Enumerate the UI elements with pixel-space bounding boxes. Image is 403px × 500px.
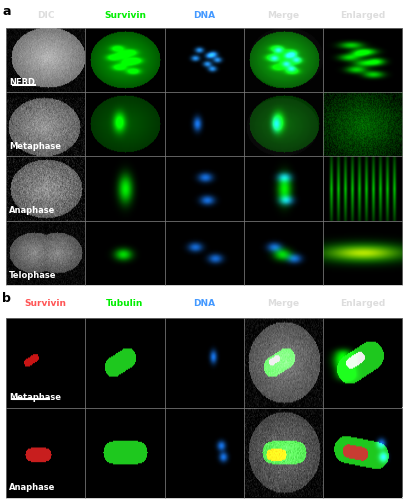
Text: Survivin: Survivin [104, 10, 146, 20]
Text: Survivin: Survivin [25, 299, 66, 308]
Text: Enlarged: Enlarged [340, 10, 385, 20]
Text: Telophase: Telophase [9, 271, 57, 280]
Text: Metaphase: Metaphase [9, 393, 61, 402]
Text: DNA: DNA [193, 299, 215, 308]
Text: a: a [2, 5, 10, 18]
Text: Merge: Merge [267, 10, 299, 20]
Text: Anaphase: Anaphase [9, 483, 56, 492]
Text: DIC: DIC [37, 10, 54, 20]
Text: Anaphase: Anaphase [9, 206, 56, 216]
Text: Metaphase: Metaphase [9, 142, 61, 151]
Text: Tubulin: Tubulin [106, 299, 143, 308]
Text: b: b [2, 292, 11, 306]
Text: Merge: Merge [267, 299, 299, 308]
Text: NEBD: NEBD [9, 78, 35, 86]
Text: DNA: DNA [193, 10, 215, 20]
Text: Enlarged: Enlarged [340, 299, 385, 308]
